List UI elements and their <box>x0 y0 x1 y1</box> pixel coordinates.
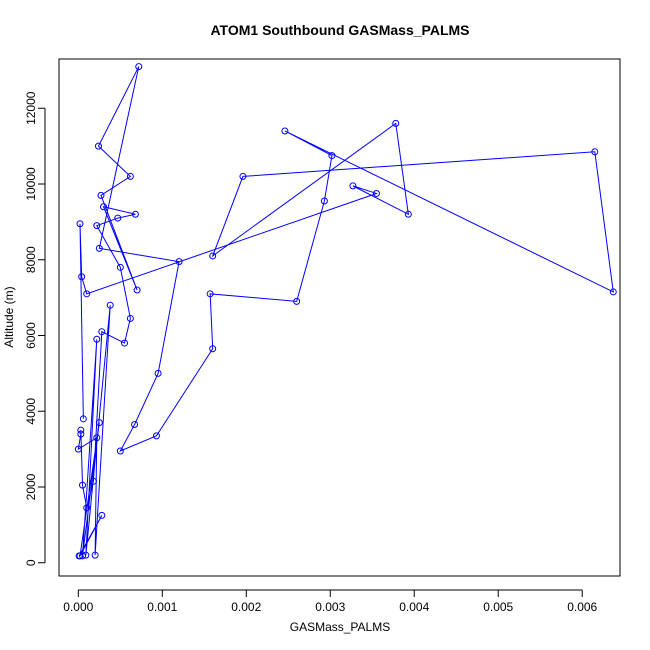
x-tick-label: 0.004 <box>399 600 429 614</box>
data-point <box>131 420 139 428</box>
data-point <box>77 426 85 434</box>
data-point <box>83 504 91 512</box>
data-point <box>93 222 101 230</box>
y-axis-label: Altitude (m) <box>2 286 16 347</box>
y-tick-label: 6000 <box>24 322 38 349</box>
data-point <box>93 434 101 442</box>
data-point <box>206 290 214 298</box>
y-tick-label: 8000 <box>24 246 38 273</box>
data-point <box>609 288 617 296</box>
x-tick-label: 0.006 <box>567 600 597 614</box>
data-point <box>116 447 124 455</box>
plot-frame <box>58 58 621 577</box>
data-point <box>79 481 87 489</box>
x-axis: 0.000 0.001 0.002 0.003 0.004 0.005 0.006 <box>63 589 598 614</box>
chart-title: ATOM1 Southbound GASMass_PALMS <box>210 22 469 38</box>
x-tick-label: 0.005 <box>483 600 513 614</box>
data-point <box>98 511 106 519</box>
y-axis: 0 2000 4000 6000 8000 10000 12000 <box>24 91 46 566</box>
data-point <box>83 290 91 298</box>
data-point <box>91 551 99 559</box>
x-tick-label: 0.001 <box>147 600 177 614</box>
data-point <box>116 263 124 271</box>
data-point <box>76 220 84 228</box>
data-point <box>106 301 114 309</box>
y-tick-label: 10000 <box>24 167 38 201</box>
x-axis-label: GASMass_PALMS <box>290 620 390 634</box>
data-point <box>121 339 129 347</box>
data-point <box>293 297 301 305</box>
data-point <box>392 119 400 127</box>
data-point <box>320 197 328 205</box>
data-point <box>98 328 106 336</box>
data-point <box>328 152 336 160</box>
series-line <box>77 66 614 557</box>
data-point <box>152 432 160 440</box>
data-point <box>135 63 143 71</box>
data-point <box>95 244 103 252</box>
data-point <box>82 551 90 559</box>
data-point <box>79 552 87 560</box>
data-point <box>349 182 357 190</box>
data-point <box>89 477 97 485</box>
series-lines <box>77 66 614 557</box>
data-point <box>126 172 134 180</box>
data-point <box>78 273 86 281</box>
data-point <box>77 430 85 438</box>
data-point <box>97 191 105 199</box>
data-point <box>239 172 247 180</box>
data-point <box>93 335 101 343</box>
data-point <box>94 142 102 150</box>
data-point <box>100 203 108 211</box>
data-point <box>404 210 412 218</box>
data-point <box>95 419 103 427</box>
data-point <box>372 189 380 197</box>
data-point <box>114 214 122 222</box>
x-tick-label: 0.000 <box>63 600 93 614</box>
data-point <box>133 286 141 294</box>
data-point <box>209 345 217 353</box>
data-point <box>281 127 289 135</box>
data-point <box>175 258 183 266</box>
series-points <box>74 63 617 560</box>
y-tick-label: 2000 <box>24 473 38 500</box>
x-tick-label: 0.003 <box>315 600 345 614</box>
y-tick-label: 0 <box>24 559 38 566</box>
x-tick-label: 0.002 <box>231 600 261 614</box>
data-point <box>154 369 162 377</box>
data-point <box>74 445 82 453</box>
y-tick-label: 12000 <box>24 91 38 125</box>
data-point <box>131 210 139 218</box>
data-point <box>126 314 134 322</box>
data-point <box>79 415 87 423</box>
data-point <box>209 252 217 260</box>
y-tick-label: 4000 <box>24 398 38 425</box>
data-point <box>591 148 599 156</box>
